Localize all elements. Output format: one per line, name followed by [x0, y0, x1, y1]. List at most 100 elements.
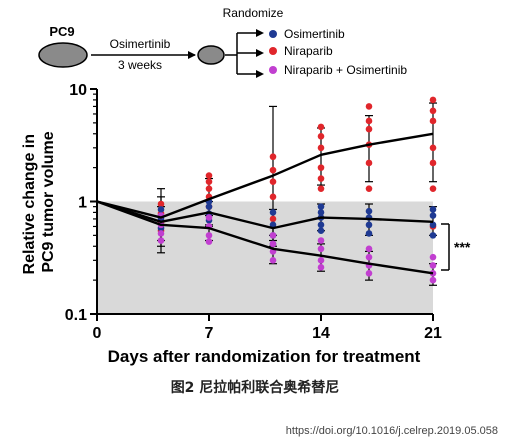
data-point — [429, 276, 437, 284]
data-point — [317, 164, 325, 171]
data-points — [157, 96, 437, 284]
data-point — [205, 172, 213, 179]
data-point — [429, 232, 437, 239]
data-point — [429, 270, 437, 277]
randomize-label: Randomize — [223, 6, 284, 20]
significance-bracket: *** — [441, 223, 471, 271]
step2-label: 3 weeks — [118, 58, 162, 72]
x-tick-label: 7 — [205, 325, 214, 342]
data-point — [269, 209, 277, 216]
data-point — [317, 264, 325, 271]
y-axis-label: Relative change in PC9 tumor volume — [21, 130, 57, 275]
data-point — [205, 232, 213, 239]
data-point — [157, 230, 165, 237]
data-point — [157, 237, 165, 244]
data-point — [365, 125, 373, 133]
data-point — [365, 253, 373, 261]
data-point — [317, 209, 325, 216]
data-point — [205, 203, 213, 210]
data-point — [365, 103, 373, 110]
data-point — [205, 214, 213, 221]
data-point — [365, 185, 373, 192]
data-point — [269, 193, 277, 201]
data-point — [365, 270, 373, 277]
data-point — [269, 153, 277, 161]
data-point — [269, 215, 277, 223]
x-axis-label: Days after randomization for treatment — [108, 347, 421, 366]
data-point — [365, 230, 373, 237]
y-ticks: 0.1 1 10 — [65, 82, 97, 324]
data-point — [317, 175, 325, 182]
x-ticks: 0 7 14 21 — [93, 314, 442, 342]
legend-label-osimertinib: Osimertinib — [284, 27, 345, 41]
mean-lines — [96, 132, 434, 275]
figure-caption: 图2 尼拉帕利联合奥希替尼 — [171, 379, 340, 396]
data-point — [205, 238, 213, 245]
data-point — [429, 117, 437, 125]
data-point — [365, 159, 373, 167]
data-point — [157, 206, 165, 213]
data-point — [317, 144, 325, 152]
y-axis-label-line1: Relative change in — [21, 134, 38, 275]
data-point — [429, 212, 437, 219]
cell-line-label: PC9 — [49, 24, 74, 39]
data-point — [269, 257, 277, 264]
data-point — [317, 237, 325, 244]
data-point — [429, 144, 437, 152]
data-point — [205, 178, 213, 185]
data-point — [157, 200, 165, 208]
legend-swatch-osimertinib — [269, 30, 277, 38]
data-point — [429, 96, 437, 104]
x-tick-label: 21 — [424, 325, 442, 342]
data-point — [429, 185, 437, 192]
data-point — [317, 123, 325, 131]
data-point — [429, 253, 437, 261]
legend-swatch-niraparib — [269, 47, 277, 55]
data-point — [317, 132, 325, 140]
data-point — [269, 240, 277, 248]
data-point — [269, 166, 277, 174]
data-point — [317, 221, 325, 229]
y-tick-label: 10 — [69, 82, 87, 99]
treatment-arrow-head — [188, 51, 196, 59]
series-mean-line — [96, 200, 434, 275]
significance-label: *** — [454, 239, 471, 255]
data-point — [365, 117, 373, 125]
branch-arrow-head-2 — [256, 49, 264, 57]
series-mean-line — [96, 132, 434, 219]
x-tick-label: 14 — [312, 325, 330, 342]
schema: PC9 Osimertinib 3 weeks Randomize Osimer… — [38, 6, 407, 78]
series-mean-line — [96, 200, 434, 230]
data-point — [365, 221, 373, 229]
branch-arrow-head-3 — [256, 70, 264, 78]
data-point — [205, 185, 213, 192]
residual-tumor-ellipse — [197, 45, 225, 65]
data-point — [429, 262, 437, 269]
y-tick-label: 1 — [78, 195, 87, 212]
step1-label: Osimertinib — [110, 37, 171, 51]
data-point — [365, 245, 373, 253]
data-point — [269, 178, 277, 185]
x-tick-label: 0 — [93, 325, 102, 342]
data-point — [317, 257, 325, 264]
data-point — [269, 232, 277, 239]
data-point — [429, 159, 437, 167]
data-point — [317, 203, 325, 210]
cell-line-ellipse — [38, 42, 88, 68]
plot-area: 0.1 1 10 0 7 14 21 *** — [65, 82, 471, 342]
y-tick-label: 0.1 — [65, 307, 87, 324]
data-point — [429, 107, 437, 115]
y-axis-label-line2: PC9 tumor volume — [40, 131, 57, 272]
data-point — [429, 206, 437, 213]
legend-swatch-combination — [269, 66, 277, 74]
branch-arrow-head-1 — [256, 29, 264, 37]
data-point — [317, 245, 325, 253]
data-point — [317, 185, 325, 192]
legend-label-niraparib: Niraparib — [284, 44, 333, 58]
data-point — [365, 207, 373, 215]
legend-label-combination: Niraparib + Osimertinib — [284, 63, 407, 77]
data-point — [429, 221, 437, 229]
data-point — [317, 227, 325, 235]
source-url: https://doi.org/10.1016/j.celrep.2019.05… — [286, 425, 498, 437]
